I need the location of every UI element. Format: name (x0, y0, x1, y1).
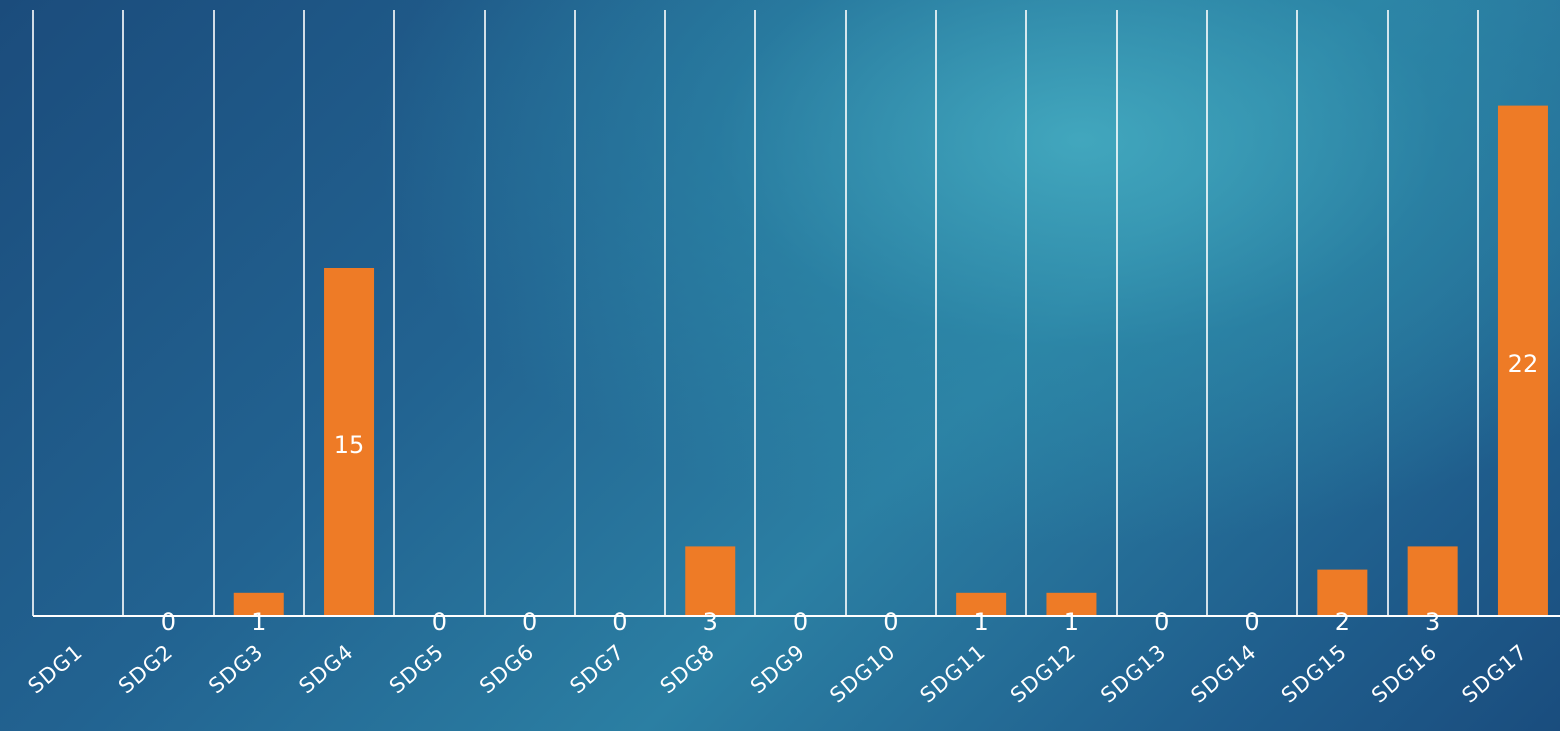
data-label: 0 (883, 608, 898, 636)
data-label: 0 (161, 608, 176, 636)
x-tick-label: SDG14 (1186, 639, 1261, 707)
x-tick-label: SDG8 (656, 639, 720, 698)
bar-sdg15 (1317, 569, 1368, 616)
x-tick-label: SDG9 (746, 639, 810, 698)
data-label: 1 (251, 608, 266, 636)
x-tick-label: SDG2 (114, 639, 178, 698)
bar-sdg3 (233, 592, 284, 616)
gridlines (32, 10, 1479, 616)
data-label: 0 (522, 608, 537, 636)
bar-sdg17 (1497, 105, 1548, 616)
x-tick-label: SDG3 (204, 639, 268, 698)
x-tick-label: SDG5 (385, 639, 449, 698)
data-label: 1 (974, 608, 989, 636)
x-tick-label: SDG10 (825, 639, 900, 707)
bar-sdg12 (1046, 592, 1097, 616)
x-tick-label: SDG4 (294, 639, 358, 698)
x-tick-label: SDG7 (565, 639, 629, 698)
data-label: 0 (432, 608, 447, 636)
data-label: 1 (1064, 608, 1079, 636)
data-label: 0 (793, 608, 808, 636)
x-tick-label: SDG12 (1006, 639, 1081, 707)
data-label: 0 (612, 608, 627, 636)
x-tick-label: SDG6 (475, 639, 539, 698)
data-label: 3 (703, 608, 718, 636)
x-tick-label: SDG13 (1096, 639, 1171, 707)
data-label: 0 (1154, 608, 1169, 636)
x-tick-label: SDG15 (1277, 639, 1352, 707)
data-label: 0 (1244, 608, 1259, 636)
x-tick-label: SDG17 (1457, 639, 1532, 707)
bar-sdg16 (1407, 546, 1458, 616)
x-tick-label: SDG16 (1367, 639, 1442, 707)
data-label: 22 (1508, 350, 1539, 378)
data-label: 15 (334, 431, 365, 459)
x-tick-label: SDG1 (24, 639, 88, 698)
bar-sdg8 (685, 546, 736, 616)
data-labels: 0 1 15 0 0 0 3 0 0 1 1 0 0 2 3 22 (161, 350, 1538, 636)
x-tick-label: SDG11 (916, 639, 991, 707)
data-label: 3 (1425, 608, 1440, 636)
bar-sdg11 (956, 592, 1007, 616)
bars (233, 105, 1548, 616)
data-label: 2 (1335, 608, 1350, 636)
bar-sdg4 (324, 268, 375, 616)
x-tick-labels: SDG1 SDG2 SDG3 SDG4 SDG5 SDG6 SDG7 SDG8 SDG9 SDG1… (24, 639, 1533, 707)
